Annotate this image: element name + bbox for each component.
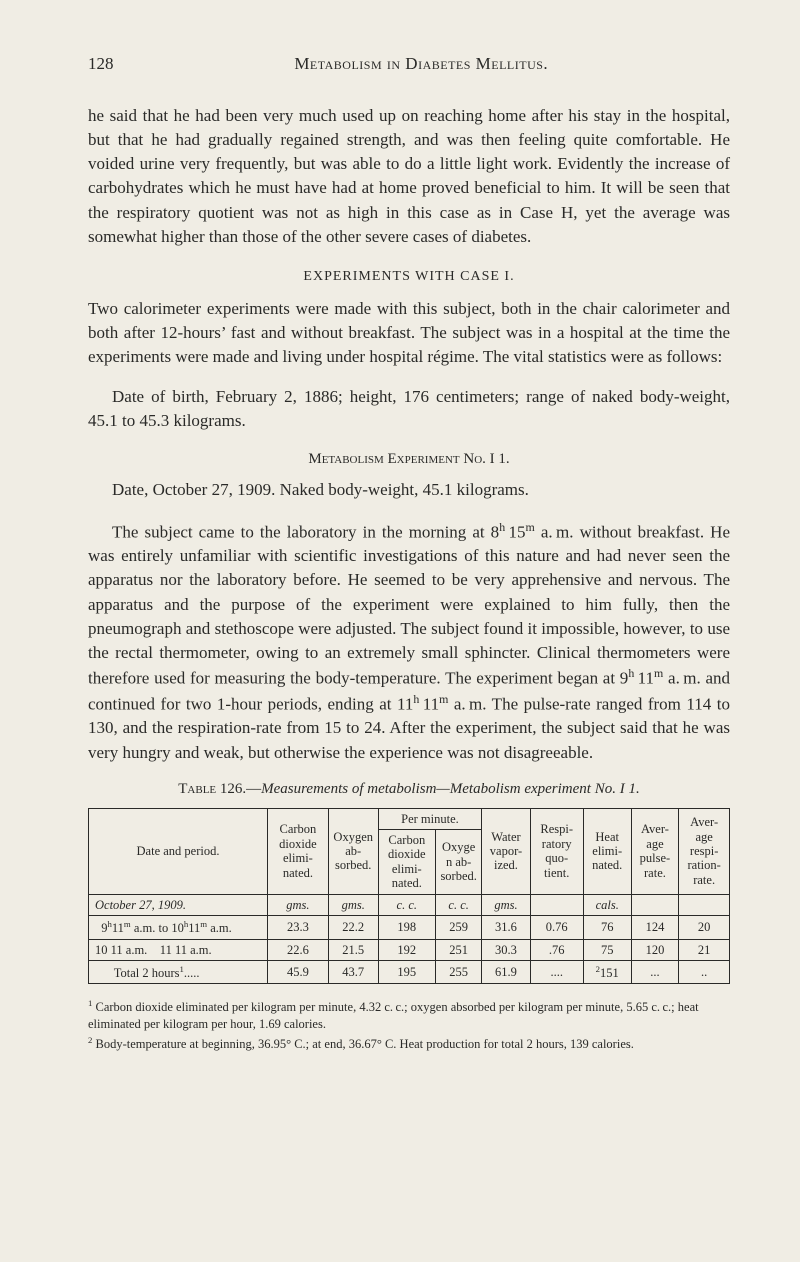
data-cell: 0.76 [530, 915, 583, 939]
th-water-vap: Water vapor-ized. [482, 808, 530, 894]
th-avg-resp: Aver-age respi-ration-rate. [679, 808, 730, 894]
data-cell: 75 [583, 939, 631, 960]
total-row-label: Total 2 hours1..... [89, 960, 268, 984]
data-cell: .76 [530, 939, 583, 960]
unit-cell: gms. [328, 894, 378, 915]
paragraph-5: The subject came to the laboratory in th… [88, 519, 730, 765]
data-cell: 198 [378, 915, 435, 939]
total-cell: .. [679, 960, 730, 984]
unit-cell [631, 894, 679, 915]
data-cell: 124 [631, 915, 679, 939]
unit-cell: gms. [482, 894, 530, 915]
total-cell: ... [631, 960, 679, 984]
unit-cell [679, 894, 730, 915]
total-cell: .... [530, 960, 583, 984]
unit-cell: c. c. [378, 894, 435, 915]
header-line: 128 Metabolism in Diabetes Mellitus. [88, 54, 730, 74]
paragraph-2: Two calorimeter experiments were made wi… [88, 297, 730, 369]
data-cell: 76 [583, 915, 631, 939]
running-head: Metabolism in Diabetes Mellitus. [294, 54, 548, 74]
page: 128 Metabolism in Diabetes Mellitus. he … [0, 0, 800, 1085]
data-cell: 21 [679, 939, 730, 960]
th-resp-quo: Respi-ratory quo-tient. [530, 808, 583, 894]
data-cell: 22.2 [328, 915, 378, 939]
unit-cell: gms. [268, 894, 329, 915]
unit-cell [530, 894, 583, 915]
row-label: 10 11 a.m. 11 11 a.m. [89, 939, 268, 960]
data-cell: 259 [436, 915, 482, 939]
data-cell: 22.6 [268, 939, 329, 960]
table-body: October 27, 1909.gms.gms.c. c.c. c.gms.c… [89, 894, 730, 984]
row-date-label: October 27, 1909. [89, 894, 268, 915]
total-cell: 255 [436, 960, 482, 984]
data-cell: 23.3 [268, 915, 329, 939]
paragraph-3: Date of birth, February 2, 1886; height,… [88, 385, 730, 433]
th-co2-elim: Carbon dioxide elimi-nated. [268, 808, 329, 894]
total-cell: 61.9 [482, 960, 530, 984]
th-pm-o2: Oxygen ab-sorbed. [436, 830, 482, 895]
data-cell: 21.5 [328, 939, 378, 960]
th-o2-abs: Oxygen ab-sorbed. [328, 808, 378, 894]
header-spacer [729, 54, 730, 74]
data-cell: 31.6 [482, 915, 530, 939]
th-date-period: Date and period. [89, 808, 268, 894]
paragraph-4: Date, October 27, 1909. Naked body-weigh… [88, 478, 730, 502]
table-caption-main: Measurements of metabolism—Metabolism ex… [261, 781, 640, 797]
th-heat-elim: Heat elimi-nated. [583, 808, 631, 894]
experiment-head: Metabolism Experiment No. I 1. [88, 451, 730, 468]
total-cell: 45.9 [268, 960, 329, 984]
footnotes: 1 Carbon dioxide eliminated per kilogram… [88, 998, 730, 1052]
table-head: Date and period. Carbon dioxide elimi-na… [89, 808, 730, 894]
row-label: 9h11m a.m. to 10h11m a.m. [89, 915, 268, 939]
unit-cell: c. c. [436, 894, 482, 915]
footnote-2: 2 Body-temperature at beginning, 36.95° … [88, 1035, 730, 1052]
th-per-minute: Per minute. [378, 808, 482, 829]
total-cell: 43.7 [328, 960, 378, 984]
th-pm-co2: Carbon dioxide elimi-nated. [378, 830, 435, 895]
total-cell: 2151 [583, 960, 631, 984]
data-cell: 20 [679, 915, 730, 939]
paragraph-1: he said that he had been very much used … [88, 104, 730, 249]
table-caption: Table 126.—Measurements of metabolism—Me… [88, 781, 730, 798]
total-cell: 195 [378, 960, 435, 984]
table-caption-prefix: Table 126.— [178, 781, 261, 797]
th-avg-pulse: Aver-age pulse-rate. [631, 808, 679, 894]
data-cell: 192 [378, 939, 435, 960]
data-cell: 251 [436, 939, 482, 960]
data-table: Date and period. Carbon dioxide elimi-na… [88, 808, 730, 985]
footnote-1: 1 Carbon dioxide eliminated per kilogram… [88, 998, 730, 1032]
page-number: 128 [88, 54, 114, 74]
unit-cell: cals. [583, 894, 631, 915]
data-cell: 120 [631, 939, 679, 960]
data-cell: 30.3 [482, 939, 530, 960]
section-head: EXPERIMENTS WITH CASE I. [88, 269, 730, 285]
